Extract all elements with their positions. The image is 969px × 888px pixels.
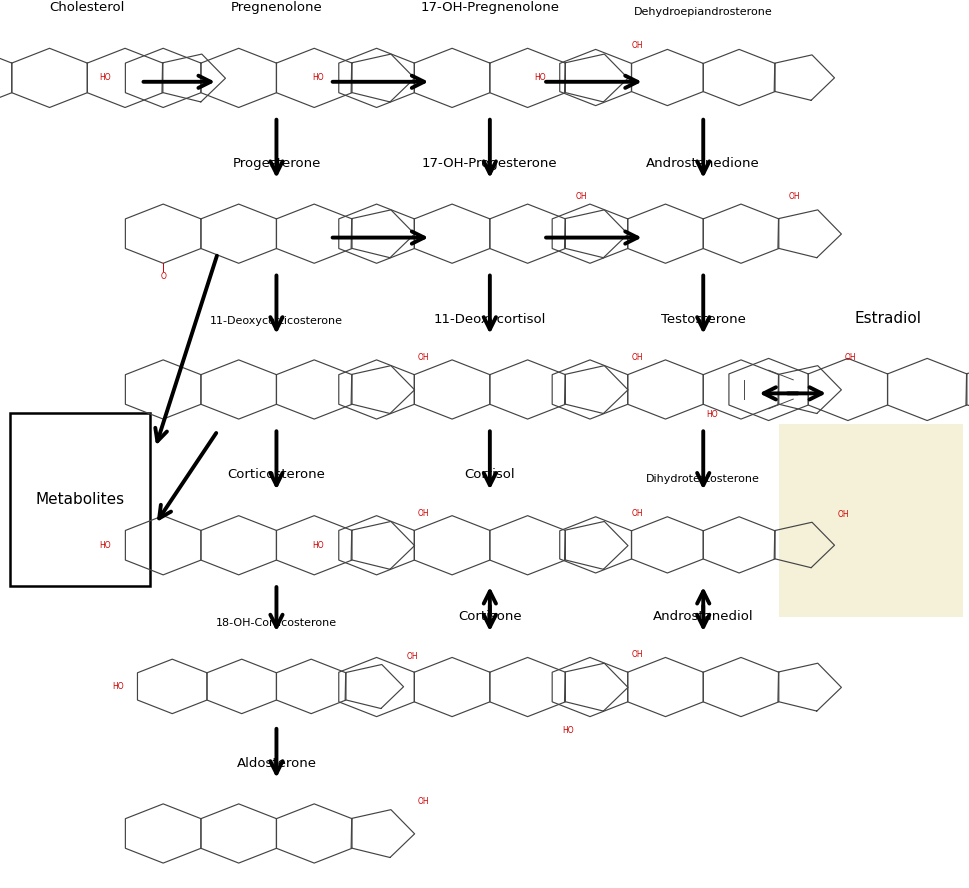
Text: HO: HO xyxy=(534,73,546,82)
Text: HO: HO xyxy=(99,541,110,550)
Text: OH: OH xyxy=(631,650,642,660)
Text: 11-Deoxycortisol: 11-Deoxycortisol xyxy=(433,313,546,326)
Text: OH: OH xyxy=(631,353,642,361)
Text: HO: HO xyxy=(562,725,574,734)
Text: OH: OH xyxy=(844,353,856,361)
Text: Cortisol: Cortisol xyxy=(464,468,515,481)
Text: HO: HO xyxy=(112,682,124,691)
Text: OH: OH xyxy=(418,509,429,518)
Text: OH: OH xyxy=(406,652,418,661)
Text: Cholesterol: Cholesterol xyxy=(49,1,125,14)
FancyBboxPatch shape xyxy=(10,413,150,586)
Text: Metabolites: Metabolites xyxy=(36,492,124,507)
Text: Androstanediol: Androstanediol xyxy=(652,610,753,623)
Text: HO: HO xyxy=(312,541,324,550)
Text: OH: OH xyxy=(837,510,849,519)
Text: Androstenedione: Androstenedione xyxy=(645,157,760,170)
Text: Estradiol: Estradiol xyxy=(853,311,921,326)
Text: 18-OH-Corticosterone: 18-OH-Corticosterone xyxy=(216,618,336,628)
Text: O: O xyxy=(160,272,166,281)
Text: OH: OH xyxy=(788,192,799,201)
Text: 17-OH-Progesterone: 17-OH-Progesterone xyxy=(422,157,557,170)
Text: HO: HO xyxy=(312,74,324,83)
Text: HO: HO xyxy=(99,74,110,83)
Text: OH: OH xyxy=(631,41,642,51)
FancyBboxPatch shape xyxy=(778,424,962,617)
Text: 11-Deoxycorticosterone: 11-Deoxycorticosterone xyxy=(209,315,343,326)
Text: OH: OH xyxy=(418,353,429,361)
Text: Cortisone: Cortisone xyxy=(457,610,521,623)
Text: OH: OH xyxy=(631,509,642,518)
Text: OH: OH xyxy=(575,192,586,201)
Text: Pregnenolone: Pregnenolone xyxy=(231,1,322,14)
Text: Corticosterone: Corticosterone xyxy=(228,468,325,481)
Text: Dihydrotestosterone: Dihydrotestosterone xyxy=(645,474,760,484)
Text: HO: HO xyxy=(705,410,717,419)
Text: Testosterone: Testosterone xyxy=(660,313,745,326)
Text: Aldosterone: Aldosterone xyxy=(236,757,316,770)
Text: OH: OH xyxy=(418,797,429,805)
Text: Dehydroepiandrosterone: Dehydroepiandrosterone xyxy=(633,7,772,17)
Text: 17-OH-Pregnenolone: 17-OH-Pregnenolone xyxy=(420,1,559,14)
Text: Progesterone: Progesterone xyxy=(232,157,321,170)
